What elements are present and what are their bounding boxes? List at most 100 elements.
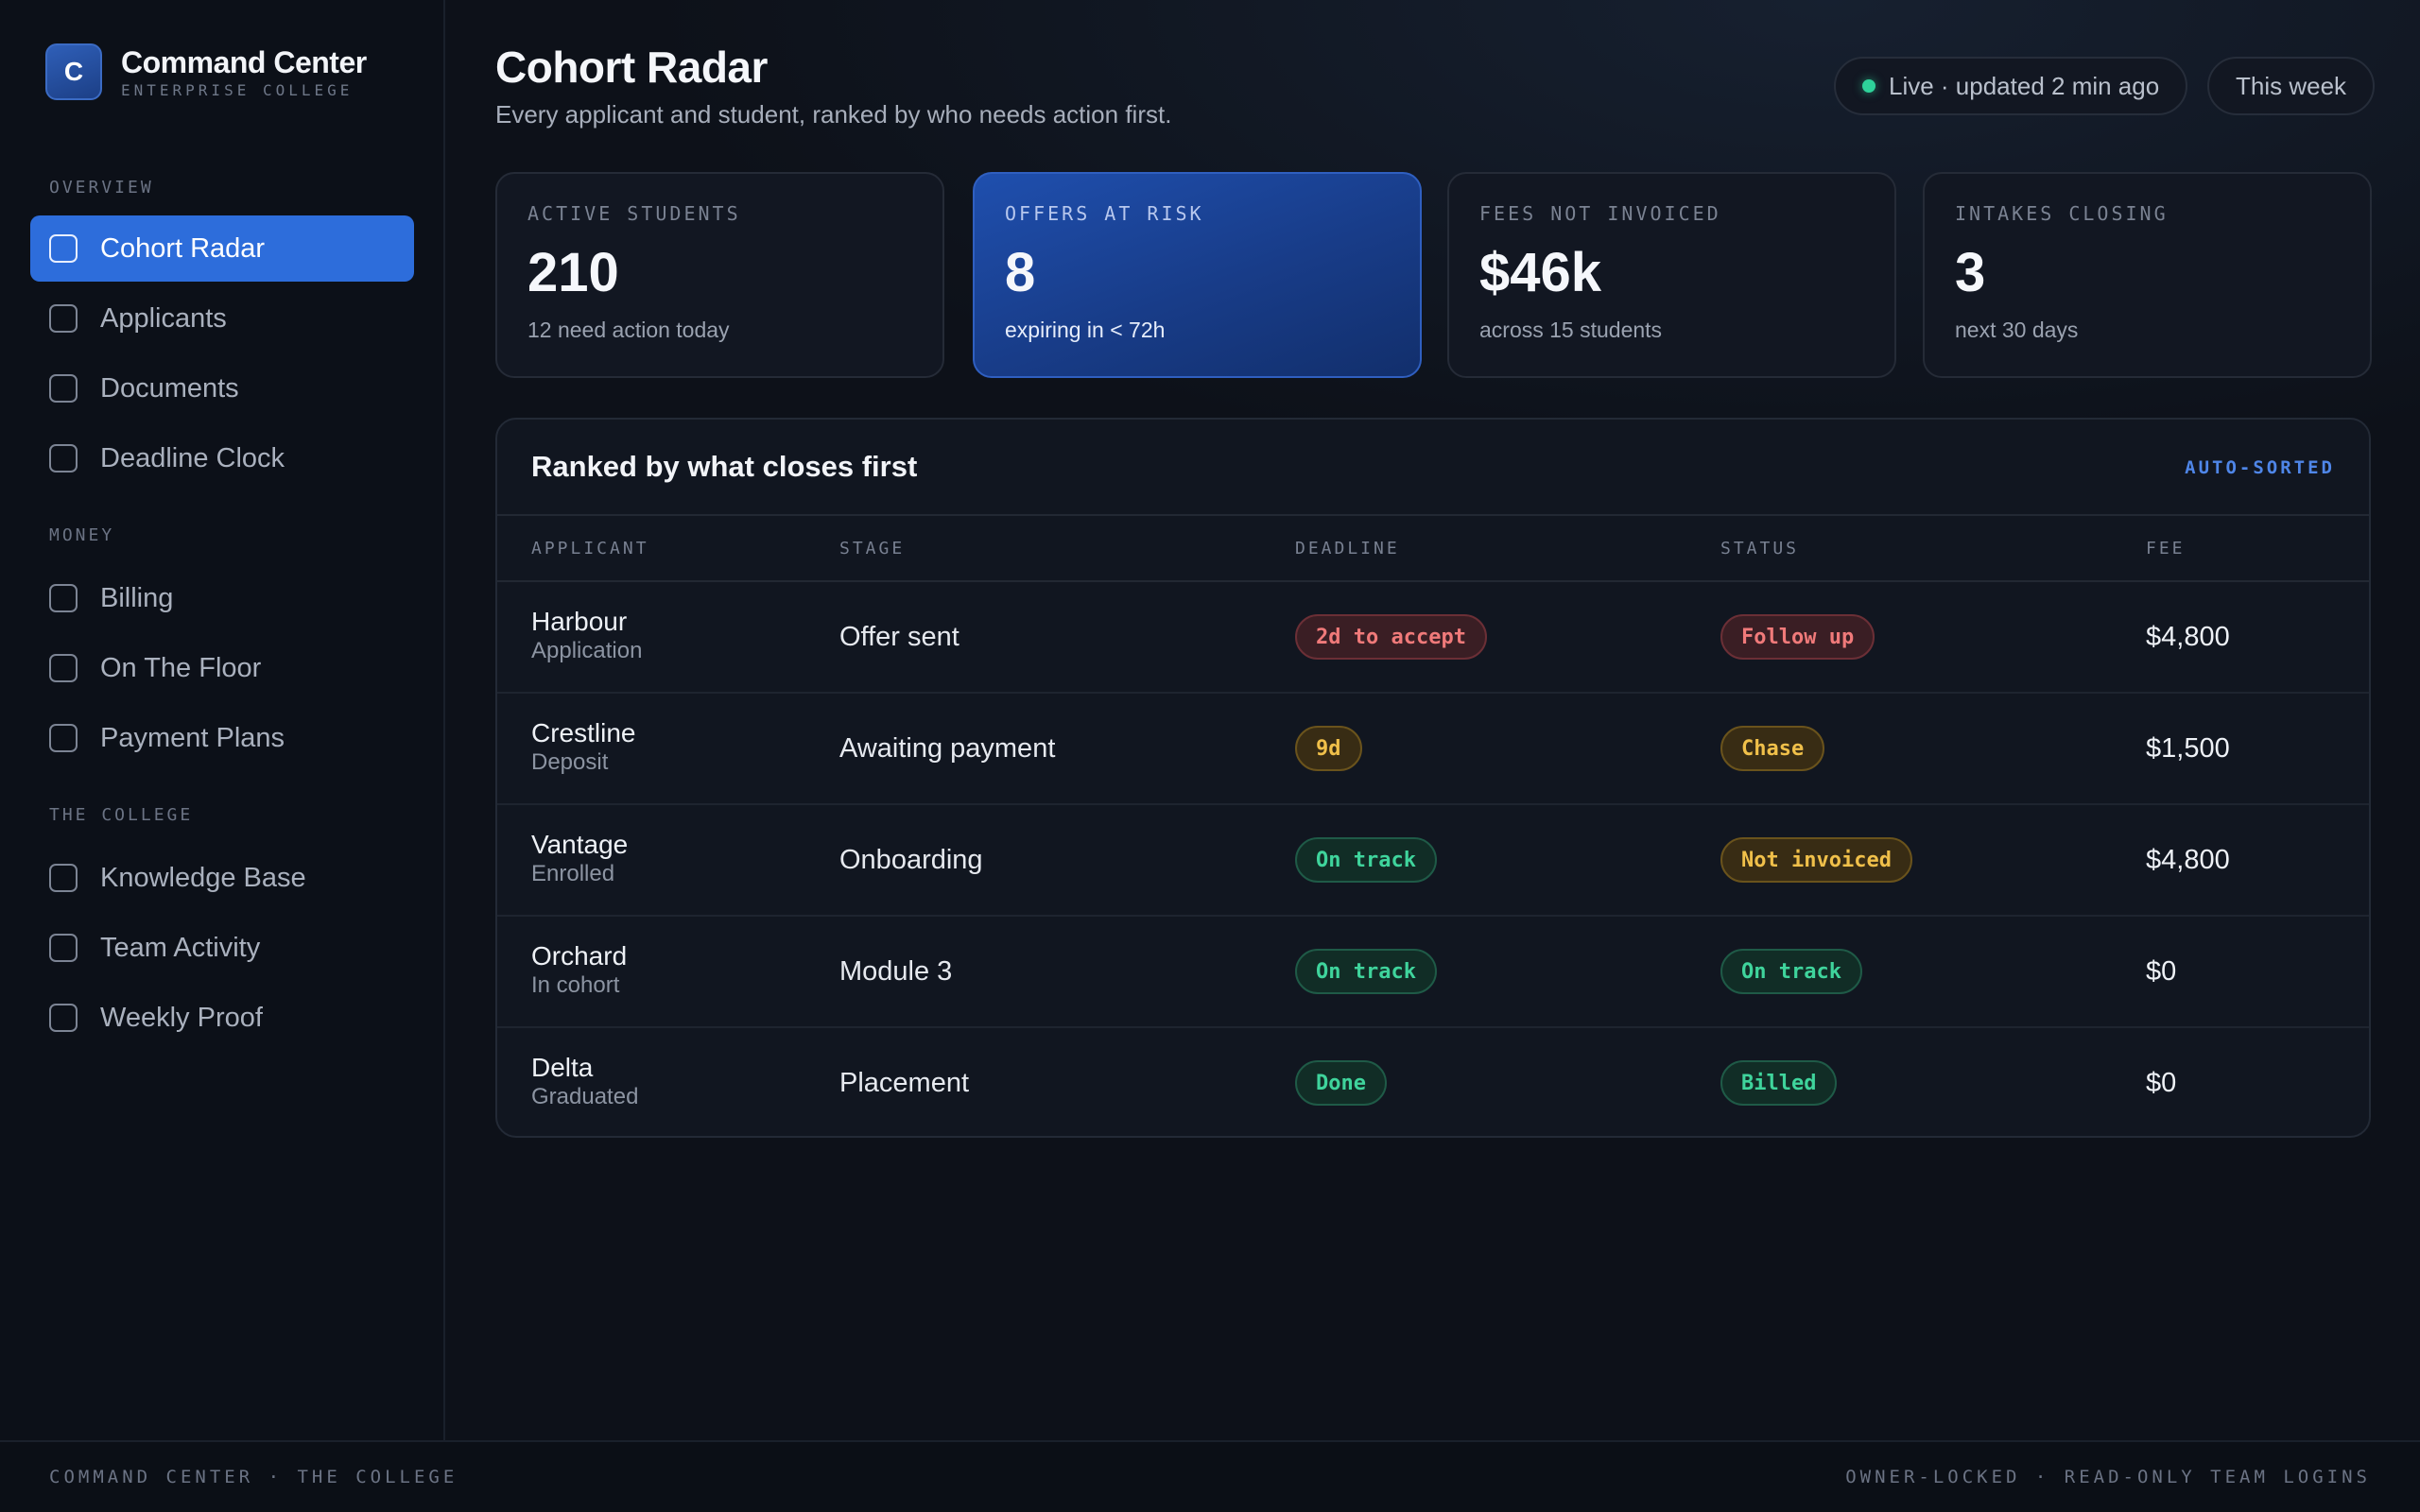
sidebar-item-label: Applicants: [100, 302, 227, 334]
sidebar-item-label: Documents: [100, 372, 239, 404]
sidebar-item-weekly-proof[interactable]: Weekly Proof: [30, 985, 414, 1051]
status-badge: On track: [1720, 949, 1862, 994]
sidebar-item-cohort-radar[interactable]: Cohort Radar: [30, 215, 414, 282]
table-row[interactable]: Orchard In cohort Module 3 On track On t…: [497, 917, 2369, 1028]
sidebar-item-label: Knowledge Base: [100, 862, 306, 893]
checkbox-icon: [49, 1004, 78, 1032]
deadline-badge: 2d to accept: [1295, 614, 1487, 660]
section-label-money: MONEY: [49, 525, 115, 545]
stage-cell: Module 3: [839, 956, 953, 987]
stat-note: expiring in < 72h: [1005, 318, 1166, 342]
sidebar-item-label: Team Activity: [100, 932, 261, 963]
status-badge: Follow up: [1720, 614, 1876, 660]
sidebar-item-team-activity[interactable]: Team Activity: [30, 915, 414, 981]
deadline-badge: 9d: [1295, 726, 1362, 771]
status-badge: Chase: [1720, 726, 1825, 771]
fee-cell: $1,500: [2146, 733, 2230, 764]
checkbox-icon: [49, 934, 78, 962]
applicant-cell: Vantage Enrolled: [531, 830, 628, 888]
sidebar-item-label: Payment Plans: [100, 722, 285, 753]
stage-cell: Offer sent: [839, 622, 959, 652]
sidebar-item-billing[interactable]: Billing: [30, 565, 414, 631]
brand-text: Command Center ENTERPRISE COLLEGE: [121, 45, 367, 99]
sidebar-item-on-the-floor[interactable]: On The Floor: [30, 635, 414, 701]
page-title: Cohort Radar: [495, 43, 768, 92]
fee-cell: $4,800: [2146, 622, 2230, 652]
applicant-name: Orchard: [531, 941, 628, 971]
stat-value: 210: [527, 242, 619, 303]
sidebar-item-label: Cohort Radar: [100, 232, 266, 264]
sidebar-item-payment-plans[interactable]: Payment Plans: [30, 705, 414, 771]
stat-card-fees-not-invoiced[interactable]: FEES NOT INVOICED $46k across 15 student…: [1447, 172, 1896, 378]
page-subtitle: Every applicant and student, ranked by w…: [495, 100, 1172, 129]
panel-title: Ranked by what closes first: [531, 450, 918, 483]
checkbox-icon: [49, 304, 78, 333]
table-row[interactable]: Vantage Enrolled Onboarding On track Not…: [497, 805, 2369, 917]
brand-title: Command Center: [121, 44, 367, 79]
live-status-text: Live · updated 2 min ago: [1889, 71, 2160, 100]
applicant-name: Crestline: [531, 718, 636, 747]
stat-value: 3: [1955, 242, 1986, 303]
checkbox-icon: [49, 584, 78, 612]
date-range-button[interactable]: This week: [2207, 57, 2376, 115]
applicant-name: Delta: [531, 1053, 594, 1082]
stat-label: OFFERS AT RISK: [1005, 202, 1204, 225]
ranking-table-panel: Ranked by what closes first AUTO-SORTED …: [495, 418, 2371, 1138]
stat-card-intakes-closing[interactable]: INTAKES CLOSING 3 next 30 days: [1923, 172, 2372, 378]
column-header-deadline[interactable]: DEADLINE: [1295, 539, 1400, 558]
table-row[interactable]: Harbour Application Offer sent 2d to acc…: [497, 582, 2369, 694]
table-row[interactable]: Crestline Deposit Awaiting payment 9d Ch…: [497, 694, 2369, 805]
auto-sorted-tag: AUTO-SORTED: [2185, 457, 2335, 478]
checkbox-icon: [49, 444, 78, 472]
stat-card-offers-at-risk[interactable]: OFFERS AT RISK 8 expiring in < 72h: [973, 172, 1422, 378]
divider: [497, 514, 2369, 516]
sidebar-item-label: Billing: [100, 582, 174, 613]
checkbox-icon: [49, 654, 78, 682]
sidebar-item-knowledge-base[interactable]: Knowledge Base: [30, 845, 414, 911]
live-dot-icon: [1862, 79, 1876, 93]
sidebar-item-documents[interactable]: Documents: [30, 355, 414, 421]
stat-note: next 30 days: [1955, 318, 2079, 342]
fee-cell: $0: [2146, 956, 2177, 987]
deadline-badge: On track: [1295, 837, 1437, 883]
status-badge: Billed: [1720, 1060, 1838, 1106]
fee-cell: $0: [2146, 1068, 2177, 1098]
stat-note: 12 need action today: [527, 318, 730, 342]
brand-logo: C: [45, 43, 102, 100]
stat-value: 8: [1005, 242, 1036, 303]
column-header-stage[interactable]: STAGE: [839, 539, 906, 558]
column-header-status[interactable]: STATUS: [1720, 539, 1800, 558]
checkbox-icon: [49, 864, 78, 892]
sidebar-item-label: On The Floor: [100, 652, 262, 683]
status-badge: Not invoiced: [1720, 837, 1912, 883]
applicant-cell: Delta Graduated: [531, 1053, 638, 1111]
applicant-type: Deposit: [531, 749, 609, 775]
brand: C Command Center ENTERPRISE COLLEGE: [45, 43, 367, 100]
live-status-pill[interactable]: Live · updated 2 min ago: [1834, 57, 2188, 115]
column-header-fee[interactable]: FEE: [2146, 539, 2186, 558]
section-label-the-college: THE COLLEGE: [49, 805, 194, 825]
applicant-type: In cohort: [531, 972, 620, 998]
stat-label: ACTIVE STUDENTS: [527, 202, 741, 225]
divider: [497, 580, 2369, 582]
stat-card-active-students[interactable]: ACTIVE STUDENTS 210 12 need action today: [495, 172, 944, 378]
sidebar-item-applicants[interactable]: Applicants: [30, 285, 414, 352]
sidebar-item-deadline-clock[interactable]: Deadline Clock: [30, 425, 414, 491]
table-row[interactable]: Delta Graduated Placement Done Billed $0: [497, 1028, 2369, 1136]
applicant-cell: Orchard In cohort: [531, 941, 627, 1000]
date-range-label: This week: [2236, 71, 2347, 100]
deadline-badge: On track: [1295, 949, 1437, 994]
applicant-type: Application: [531, 638, 643, 663]
checkbox-icon: [49, 374, 78, 403]
stage-cell: Awaiting payment: [839, 733, 1056, 764]
stage-cell: Placement: [839, 1068, 970, 1098]
applicant-cell: Crestline Deposit: [531, 718, 635, 777]
checkbox-icon: [49, 234, 78, 263]
column-header-applicant[interactable]: APPLICANT: [531, 539, 649, 558]
applicant-type: Enrolled: [531, 861, 615, 886]
stat-label: INTAKES CLOSING: [1955, 202, 2169, 225]
brand-subtitle: ENTERPRISE COLLEGE: [121, 80, 354, 99]
stat-value: $46k: [1479, 242, 1602, 303]
footer-right-text: OWNER-LOCKED · READ-ONLY TEAM LOGINS: [1845, 1467, 2371, 1487]
deadline-badge: Done: [1295, 1060, 1387, 1106]
